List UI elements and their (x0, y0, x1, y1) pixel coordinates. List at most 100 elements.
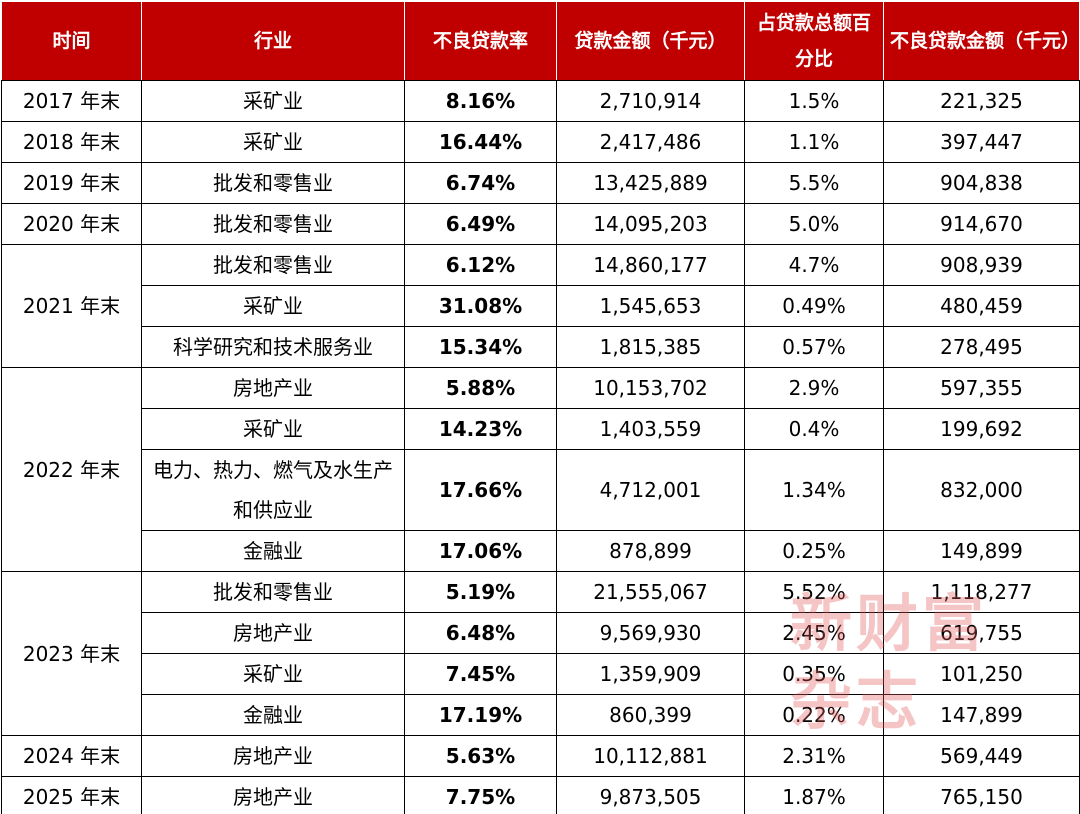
table-row: 房地产业 6.48% 9,569,930 2.45% 619,755 (2, 612, 1080, 654)
npl-amount-cell: 221,325 (883, 80, 1080, 122)
npl-rate-cell: 6.12% (404, 244, 557, 286)
npl-rate-cell: 17.19% (404, 694, 557, 736)
header-row: 时间 行业 不良贷款率 贷款金额（千元） 占贷款总额百分比 不良贷款金额（千元） (1, 1, 1080, 81)
npl-amount-cell: 147,899 (883, 694, 1080, 736)
industry-cell: 批发和零售业 (141, 571, 405, 613)
share-cell: 0.57% (744, 326, 884, 368)
share-cell: 5.0% (744, 203, 884, 245)
table-row: 2019 年末 批发和零售业 6.74% 13,425,889 5.5% 904,838 (1, 162, 1080, 204)
time-cell: 2024 年末 (1, 735, 142, 777)
table-row: 2020 年末 批发和零售业 6.49% 14,095,203 5.0% 914,670 (1, 203, 1080, 245)
share-cell: 1.1% (744, 121, 884, 163)
share-cell: 0.4% (744, 408, 884, 450)
npl-amount-cell: 904,838 (883, 162, 1080, 204)
npl-amount-cell: 149,899 (883, 530, 1080, 572)
table-row: 2018 年末 采矿业 16.44% 2,417,486 1.1% 397,447 (1, 121, 1080, 163)
share-cell: 5.52% (744, 571, 884, 613)
npl-rate-cell: 7.45% (404, 653, 557, 695)
table-row: 电力、热力、燃气及水生产和供应业 17.66% 4,712,001 1.34% 832,… (2, 449, 1080, 531)
loan-amount-cell: 1,359,909 (556, 653, 745, 695)
npl-rate-cell: 8.16% (404, 80, 557, 122)
industry-cell: 房地产业 (141, 735, 405, 777)
time-cell: 2025 年末 (1, 776, 142, 814)
industry-cell: 金融业 (141, 694, 405, 736)
industry-cell: 采矿业 (141, 408, 405, 450)
loan-amount-cell: 9,569,930 (556, 612, 745, 654)
header-cell: 不良贷款金额（千元） (883, 1, 1080, 81)
table-row: 采矿业 14.23% 1,403,559 0.4% 199,692 (2, 408, 1080, 450)
loan-amount-cell: 10,153,702 (556, 367, 745, 409)
share-cell: 0.25% (744, 530, 884, 572)
npl-rate-cell: 5.88% (404, 367, 557, 409)
loan-amount-cell: 13,425,889 (556, 162, 745, 204)
table-row: 2023 年末 批发和零售业 5.19% 21,555,067 5.52% 1,118,2… (1, 571, 1080, 736)
npl-rate-cell: 5.19% (404, 571, 557, 613)
share-cell: 1.34% (744, 449, 884, 531)
share-cell: 4.7% (744, 244, 884, 286)
industry-cell: 采矿业 (141, 121, 405, 163)
table-row: 科学研究和技术服务业 15.34% 1,815,385 0.57% 278,495 (2, 326, 1080, 368)
industry-cell: 房地产业 (141, 367, 405, 409)
npl-amount-cell: 397,447 (883, 121, 1080, 163)
npl-rate-cell: 14.23% (404, 408, 557, 450)
time-cell: 2020 年末 (1, 203, 142, 245)
npl-amount-cell: 914,670 (883, 203, 1080, 245)
share-cell: 2.45% (744, 612, 884, 654)
share-cell: 0.22% (744, 694, 884, 736)
share-cell: 0.49% (744, 285, 884, 327)
npl-rate-cell: 5.63% (404, 735, 557, 777)
loan-amount-cell: 2,417,486 (556, 121, 745, 163)
table-row: 金融业 17.19% 860,399 0.22% 147,899 (2, 694, 1080, 736)
loan-amount-cell: 878,899 (556, 530, 745, 572)
npl-amount-cell: 1,118,277 (883, 571, 1080, 613)
npl-rate-cell: 16.44% (404, 121, 557, 163)
industry-cell: 科学研究和技术服务业 (141, 326, 405, 368)
npl-rate-cell: 6.48% (404, 612, 557, 654)
loan-amount-cell: 2,710,914 (556, 80, 745, 122)
npl-amount-cell: 832,000 (883, 449, 1080, 531)
table-row: 金融业 17.06% 878,899 0.25% 149,899 (2, 530, 1080, 572)
time-cell: 2018 年末 (1, 121, 142, 163)
share-cell: 1.5% (744, 80, 884, 122)
time-cell: 2019 年末 (1, 162, 142, 204)
time-cell: 2017 年末 (1, 80, 142, 122)
npl-rate-cell: 17.66% (404, 449, 557, 531)
header-cell: 不良贷款率 (404, 1, 557, 81)
table-row: 2021 年末 批发和零售业 6.12% 14,860,177 4.7% 908,939 (1, 244, 1080, 368)
npl-rate-cell: 31.08% (404, 285, 557, 327)
header-cell: 占贷款总额百分比 (744, 1, 884, 81)
npl-amount-cell: 619,755 (883, 612, 1080, 654)
npl-amount-cell: 278,495 (883, 326, 1080, 368)
loan-amount-cell: 10,112,881 (556, 735, 745, 777)
industry-cell: 房地产业 (141, 776, 405, 814)
npl-rate-cell: 15.34% (404, 326, 557, 368)
industry-cell: 采矿业 (141, 653, 405, 695)
npl-amount-cell: 199,692 (883, 408, 1080, 450)
loan-amount-cell: 1,403,559 (556, 408, 745, 450)
npl-amount-cell: 765,150 (883, 776, 1080, 814)
share-cell: 2.9% (744, 367, 884, 409)
industry-cell: 采矿业 (141, 285, 405, 327)
npl-amount-cell: 908,939 (883, 244, 1080, 286)
industry-cell: 金融业 (141, 530, 405, 572)
industry-cell: 批发和零售业 (141, 162, 405, 204)
table-row: 采矿业 7.45% 1,359,909 0.35% 101,250 (2, 653, 1080, 695)
industry-cell: 批发和零售业 (141, 244, 405, 286)
header-cell: 行业 (141, 1, 405, 81)
loan-amount-cell: 21,555,067 (556, 571, 745, 613)
npl-rate-cell: 7.75% (404, 776, 557, 814)
loan-amount-cell: 1,815,385 (556, 326, 745, 368)
npl-rate-cell: 17.06% (404, 530, 557, 572)
npl-rate-cell: 6.49% (404, 203, 557, 245)
table-row: 2022 年末 房地产业 5.88% 10,153,702 2.9% 597,355 (1, 367, 1080, 572)
time-cell: 2023 年末 (1, 571, 142, 736)
loan-amount-cell: 4,712,001 (556, 449, 745, 531)
industry-cell: 房地产业 (141, 612, 405, 654)
npl-amount-cell: 597,355 (883, 367, 1080, 409)
share-cell: 5.5% (744, 162, 884, 204)
table-row: 2024 年末 房地产业 5.63% 10,112,881 2.31% 569,449 (1, 735, 1080, 777)
time-cell: 2021 年末 (1, 244, 142, 368)
table-row: 采矿业 31.08% 1,545,653 0.49% 480,459 (2, 285, 1080, 327)
